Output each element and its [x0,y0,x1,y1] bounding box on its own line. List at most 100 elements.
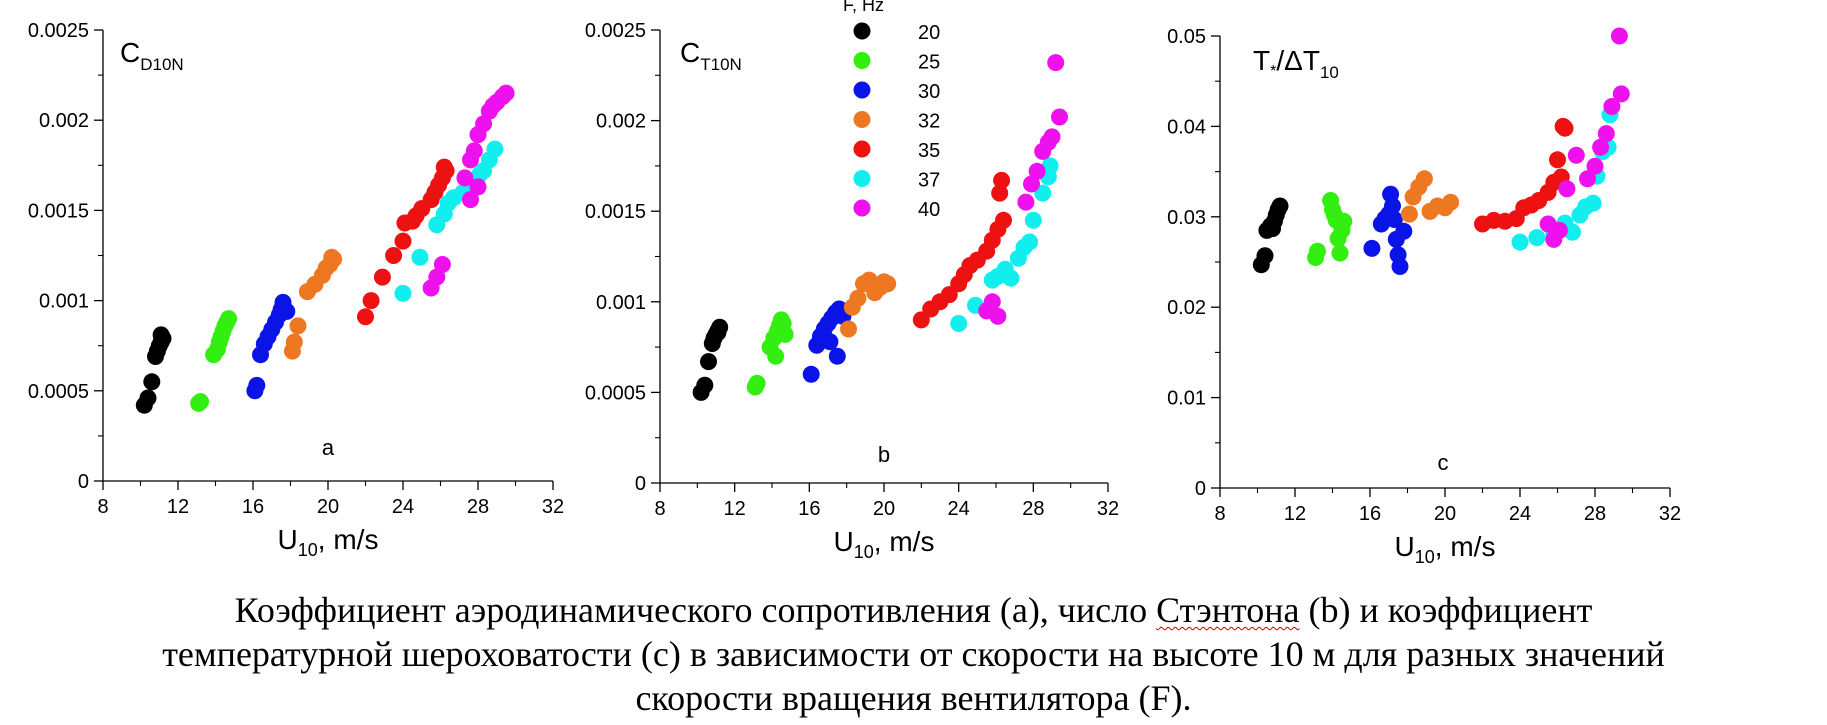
y-tick-label: 0.0015 [585,201,646,223]
data-point [1017,193,1035,211]
data-point [1415,170,1433,188]
y-tick-label: 0.0025 [28,20,89,42]
series-25-hz [1307,192,1353,266]
x-axis-label-units: , m/s [874,526,935,557]
x-tick-label: 20 [1434,503,1456,525]
data-point [469,178,487,196]
panel-title-subscript: D10N [140,55,183,74]
x-tick-label: 24 [392,496,414,518]
data-point [435,158,453,176]
data-point [1610,27,1628,45]
panel-a: 0 0.0005 0.001 0.0015 0.002 0.0025 8 12 16 20 24 28… [28,20,564,560]
data-point [1021,233,1039,251]
y-tick-label: 0.05 [1167,26,1206,48]
legend-marker [853,170,871,187]
series-35-hz [912,171,1012,329]
y-tick-label: 0.01 [1167,388,1206,410]
data-point [143,373,161,391]
panel-title-subscript: T10N [700,55,742,74]
data-point [1043,128,1061,146]
y-tick-label: 0.001 [596,292,646,314]
data-point [776,325,794,343]
legend-label: 35 [918,140,940,162]
x-axis-label-subscript: 10 [298,540,318,560]
panel-letter: c [1438,450,1449,475]
data-point [1047,54,1065,72]
data-point [1309,242,1326,260]
series-40-hz [1539,27,1630,248]
caption-line-1-spellcheck-word: Стэнтона [1156,590,1300,630]
data-point [385,247,403,264]
legend-title: F, Hz [843,0,884,15]
data-point [828,347,846,365]
x-tick-label: 8 [654,498,665,520]
data-point [394,284,412,302]
x-tick-label: 16 [798,498,820,520]
panel-title-main: C [120,37,140,68]
x-tick-label: 20 [873,498,895,520]
series-20-hz [692,318,729,401]
legend-label: 32 [918,111,940,133]
data-point [1385,211,1403,228]
data-point [1395,222,1413,240]
x-axis-label-subscript: 10 [854,542,874,562]
legend-label: 30 [918,81,940,103]
y-tick-label: 0.0015 [28,200,89,222]
caption-line-1-part-2: (b) и коэффициент [1299,590,1593,630]
panel-b: 0 0.0005 0.001 0.0015 0.002 0.0025 8 12 16 20 24 28… [585,20,1119,562]
data-point [248,376,266,394]
panel-title-subscript: 10 [1320,63,1339,82]
data-point [497,84,515,102]
series-25-hz [190,310,238,412]
panel-title: CD10N [120,37,184,74]
x-tick-label: 12 [167,496,189,518]
data-point [1024,211,1042,229]
data-point [1597,125,1615,143]
x-axis-label: U10, m/s [278,524,379,560]
x-tick-label: 8 [97,496,108,518]
panel-letter: a [322,435,335,460]
caption-line-1: Коэффициент аэродинамического сопротивле… [0,588,1827,632]
data-point [696,376,714,394]
data-point [278,302,296,320]
data-point [1400,205,1418,223]
data-point [1041,157,1059,175]
y-tick-label: 0.002 [596,111,646,133]
y-tick-label: 0 [78,471,89,493]
data-point [357,308,374,326]
data-point [1002,269,1020,287]
data-point [983,293,1001,311]
x-axis-label-units: , m/s [318,524,379,555]
legend-item-25: 25 [853,52,940,74]
panel-title-main: C [680,37,700,68]
series-40-hz [422,84,515,297]
legend-marker [853,199,871,217]
series-32-hz [283,248,343,360]
x-axis-label-units: , m/s [1435,531,1496,562]
caption-line-3: скорости вращения вентилятора (F). [635,678,1192,718]
data-point [1363,239,1381,257]
data-point [1603,98,1621,115]
x-axis-label-subscript: 10 [1415,547,1435,567]
data-point [1511,233,1529,251]
series-35-hz [1474,117,1574,233]
data-point [139,389,157,407]
data-point [411,248,429,266]
legend-label: 40 [918,199,940,221]
data-point [995,211,1012,229]
data-point [1335,212,1353,230]
data-point [323,248,341,266]
data-point [373,268,391,286]
panel-letter: b [878,442,890,467]
data-point [1382,185,1400,203]
x-tick-label: 24 [948,498,970,520]
x-axis-label-main: U [278,524,298,555]
y-tick-label: 0.0025 [585,20,646,42]
x-tick-label: 12 [1284,503,1306,525]
x-tick-label: 16 [1359,503,1381,525]
panel-title-star: * [1270,63,1276,80]
series-30-hz [246,293,296,400]
panel-title-main: T [1253,45,1270,76]
x-tick-label: 12 [724,498,746,520]
